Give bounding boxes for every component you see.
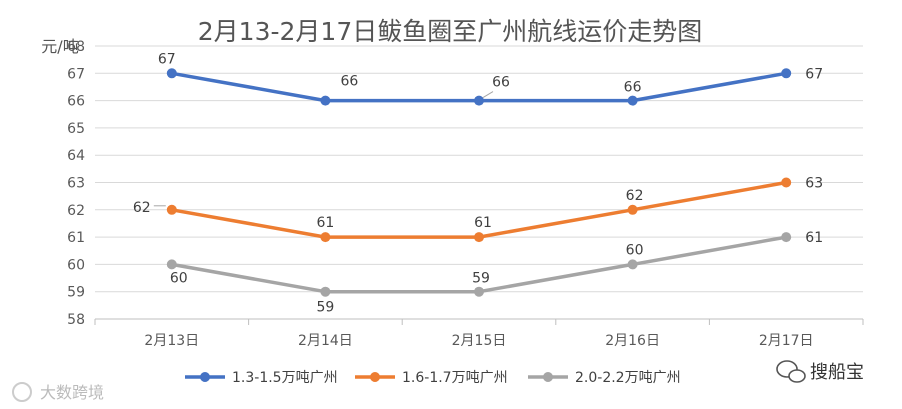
legend-label: 1.6-1.7万吨广州 [402,370,508,386]
data-point [627,95,638,106]
y-tick-label: 63 [67,176,85,192]
data-point [781,177,792,188]
legend: 1.3-1.5万吨广州 1.6-1.7万吨广州 2.0-2.2万吨广州 [185,370,681,386]
data-label: 63 [805,176,823,192]
series-group [166,68,792,297]
x-tick-label: 2月17日 [759,333,814,349]
data-point [166,68,177,79]
data-point [166,259,177,270]
y-tick-label: 62 [67,203,85,219]
y-tick-label: 59 [67,285,85,301]
legend-marker [370,372,380,382]
y-tick-labels: 58 59 60 61 62 63 64 65 66 67 68 [67,39,85,328]
brand-mark: 搜船宝 [776,360,864,383]
x-tick-label: 2月16日 [605,333,660,349]
y-tick-label: 66 [67,94,85,110]
x-tick-label: 2月14日 [298,333,353,349]
watermark-text: 大数跨境 [40,383,104,402]
x-tick-label: 2月15日 [452,333,507,349]
y-tick-label: 67 [67,66,85,82]
legend-marker [200,372,210,382]
data-label: 60 [170,270,188,286]
wechat-icon [776,360,798,378]
data-label: 66 [340,74,358,90]
watermark-logo-icon [12,382,32,402]
data-label: 59 [472,271,490,287]
data-label: 67 [158,51,176,67]
legend-marker [543,372,553,382]
chart-title: 2月13-2月17日鲅鱼圈至广州航线运价走势图 [198,17,702,46]
data-label: 66 [492,75,510,91]
y-tick-label: 61 [67,230,85,246]
label-leader [482,91,494,99]
x-tick-label: 2月13日 [144,333,199,349]
data-point [474,286,484,297]
data-point [320,286,331,297]
y-axis-unit: 元/吨 [41,37,78,56]
y-tick-label: 64 [67,148,85,164]
data-label: 67 [805,66,823,82]
data-label: 62 [133,200,151,216]
y-tick-label: 60 [67,257,85,273]
grid-lines [95,45,863,293]
data-point [320,232,331,243]
legend-label: 2.0-2.2万吨广州 [575,370,681,386]
data-point [781,232,792,243]
y-tick-label: 58 [67,312,85,328]
data-point [320,95,331,106]
x-axis: 2月13日 2月14日 2月15日 2月16日 2月17日 [94,318,864,349]
data-label: 61 [474,215,492,231]
data-point [627,204,638,215]
data-label: 62 [626,188,644,204]
data-point [474,232,484,243]
data-label: 61 [316,215,334,231]
data-label: 60 [626,242,644,258]
data-label: 66 [624,80,642,96]
watermark: 大数跨境 [12,382,104,402]
y-tick-label: 65 [67,121,85,137]
data-label: 59 [316,300,334,316]
data-point [781,68,792,79]
data-point [166,204,177,215]
data-labels: 67 66 66 66 67 62 61 61 62 63 60 59 59 60 61 [133,51,823,315]
data-point [627,259,638,270]
legend-label: 1.3-1.5万吨广州 [232,370,338,386]
data-label: 61 [805,230,823,246]
brand-text: 搜船宝 [810,362,864,383]
data-point [474,95,484,106]
y-tick-label: 68 [67,39,85,55]
